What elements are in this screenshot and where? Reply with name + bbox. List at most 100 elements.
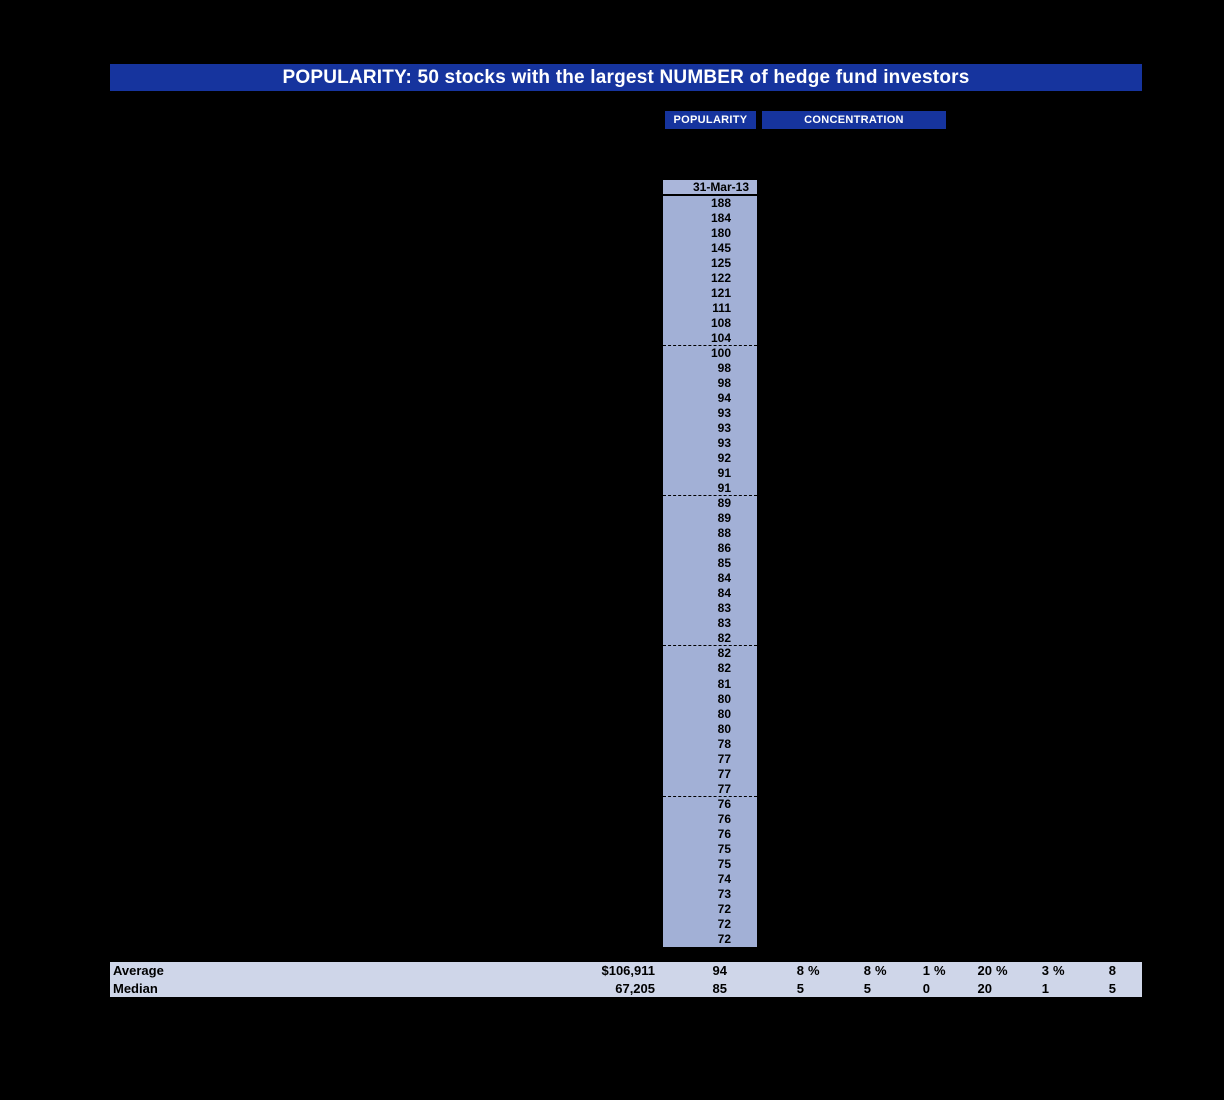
value-cell: 83 [717,616,731,631]
value-cell: 100 [710,346,731,361]
value-cell: 80 [717,721,731,736]
summary-band: Average $106,911 94 8% 8% 1% 20% 3% 8 Me… [110,962,1142,997]
summary-unit [804,980,818,998]
value-cell: 93 [717,421,731,436]
summary-cell: 0 [923,980,944,998]
summary-row-label: Average [113,963,164,978]
summary-value: 1 [922,963,930,978]
summary-cell: 8 [1109,962,1130,980]
summary-cell: 67,205 [615,980,669,998]
column-header-date: 31-Mar-13 [663,179,757,196]
summary-row-label: Median [113,980,158,996]
summary-cell: 8% [796,962,820,980]
value-cell: 93 [717,436,731,451]
summary-unit: % [934,963,946,978]
summary-value: $106,911 [601,963,655,978]
value-cell: 73 [717,886,731,901]
summary-unit [727,962,741,980]
value-cell: 104 [663,331,757,347]
value-cell: 77 [717,766,731,781]
summary-cell: 94 [713,962,741,980]
summary-value: 20 [977,963,992,978]
value-cell: 86 [717,541,731,556]
value-cell: 89 [717,496,731,511]
value-cell: 82 [717,661,731,676]
summary-unit [992,980,1006,998]
summary-value: 67,205 [615,980,655,996]
tab-concentration[interactable]: CONCENTRATION [762,111,946,129]
summary-cell: 5 [1109,980,1130,998]
summary-cell: 5 [864,980,885,998]
tab-popularity[interactable]: POPULARITY [665,111,756,129]
summary-value: 5 [863,980,871,996]
summary-unit [871,980,885,998]
summary-row-median: Median 67,205 85 5 5 0 20 1 5 [110,980,1142,998]
value-cell: 76 [717,811,731,826]
value-cell: 75 [717,856,731,871]
value-cell: 98 [717,361,731,376]
summary-value: 3 [1041,963,1049,978]
report-title-banner: POPULARITY: 50 stocks with the largest N… [110,64,1142,91]
value-cell: 125 [710,256,731,271]
value-cell: 72 [717,931,731,946]
value-cell: 88 [717,526,731,541]
summary-value: 85 [712,980,727,996]
summary-unit: % [875,963,887,978]
value-cell: 94 [717,391,731,406]
value-cell: 76 [717,826,731,841]
value-cell: 83 [717,601,731,616]
summary-cell: 1 [1042,980,1063,998]
summary-unit [727,980,741,998]
value-cell: 121 [710,286,731,301]
summary-unit [655,962,669,980]
value-cell: 81 [717,676,731,691]
value-cell: 80 [717,706,731,721]
value-cell: 82 [663,631,757,647]
value-column: 188 184 180 145 125 122 121 111 108 104 100 98 98 94 9… [663,196,757,947]
page-title: POPULARITY: 50 stocks with the largest N… [282,67,970,88]
summary-unit [655,980,669,998]
summary-value: 8 [1108,963,1116,978]
summary-value: 8 [863,963,871,978]
summary-unit [1116,980,1130,998]
summary-cell: 85 [713,980,741,998]
value-cell: 89 [717,511,731,526]
summary-value: 5 [796,980,804,996]
value-cell: 145 [710,241,731,256]
value-cell: 80 [717,691,731,706]
value-cell: 75 [717,841,731,856]
summary-cell: 20% [977,962,1008,980]
summary-unit: % [1053,963,1065,978]
summary-value: 8 [796,963,804,978]
value-cell: 98 [717,376,731,391]
value-cell: 180 [710,226,731,241]
value-cell: 78 [717,736,731,751]
summary-unit: % [808,963,820,978]
value-cell: 108 [710,316,731,331]
value-cell: 184 [710,211,731,226]
summary-cell: 8% [863,962,887,980]
summary-unit [1049,980,1063,998]
summary-unit [930,980,944,998]
value-cell: 92 [717,451,731,466]
summary-value: 0 [922,980,930,996]
summary-unit [1116,962,1130,980]
value-cell: 77 [717,751,731,766]
value-cell: 72 [717,901,731,916]
value-cell: 85 [717,556,731,571]
value-cell: 74 [717,871,731,886]
summary-value: 1 [1041,980,1049,996]
summary-value: 94 [712,963,727,978]
value-cell: 72 [717,916,731,931]
summary-row-average: Average $106,911 94 8% 8% 1% 20% 3% 8 [110,962,1142,980]
value-cell: 122 [710,271,731,286]
value-cell: 76 [717,796,731,811]
value-cell: 77 [663,782,757,797]
summary-cell: 5 [797,980,818,998]
value-cell: 93 [717,406,731,421]
value-cell: 82 [717,646,731,661]
summary-cell: 20 [978,980,1006,998]
value-cell: 91 [717,466,731,481]
value-cell: 84 [717,571,731,586]
